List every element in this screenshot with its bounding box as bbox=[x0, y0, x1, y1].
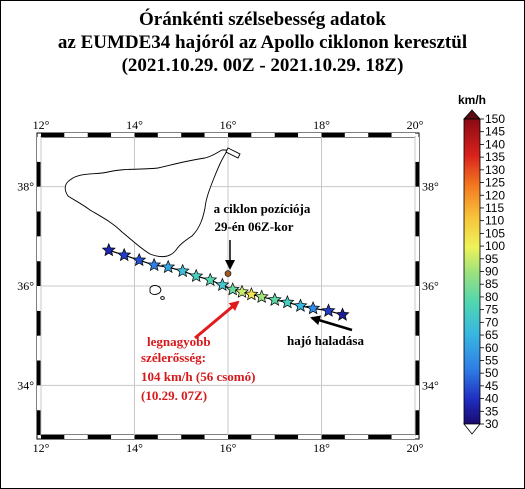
lat-label-left: 34° bbox=[17, 378, 34, 392]
ship-track-star bbox=[132, 252, 147, 267]
ship-track-star bbox=[335, 307, 350, 321]
lon-label-bottom: 12° bbox=[33, 441, 50, 455]
colorbar-tick-label: 70 bbox=[485, 315, 499, 329]
cyclone-label-line-1: a ciklon pozíciója bbox=[214, 201, 311, 216]
ship-track-star bbox=[225, 282, 240, 296]
colorbar-tick-label: 40 bbox=[485, 392, 499, 406]
figure-title: Óránkénti szélsebesség adatok az EUMDE34… bbox=[0, 8, 525, 77]
lon-label-top: 20° bbox=[407, 118, 424, 132]
max-wind-label-line-1: legnagyobb bbox=[147, 334, 211, 349]
colorbar-tick-label: 105 bbox=[485, 226, 505, 240]
lat-label-right: 36° bbox=[422, 279, 439, 293]
ship-track-star bbox=[280, 294, 295, 309]
ship-track-star bbox=[321, 303, 336, 317]
colorbar-tick-label: 60 bbox=[485, 341, 499, 355]
colorbar-tick-label: 125 bbox=[485, 176, 505, 190]
colorbar-tick-label: 145 bbox=[485, 125, 505, 139]
lon-label-bottom: 18° bbox=[313, 441, 330, 455]
colorbar-tick-label: 150 bbox=[485, 112, 505, 126]
ship-direction-arrow bbox=[310, 315, 353, 332]
ship-direction-label: hajó haladása bbox=[287, 333, 364, 348]
colorbar: 1501451401351301251201151101051009590858… bbox=[463, 109, 505, 435]
ship-track-star bbox=[244, 286, 259, 301]
lat-label-left: 36° bbox=[17, 279, 34, 293]
lon-label-top: 12° bbox=[33, 118, 50, 132]
ship-track-star bbox=[254, 289, 269, 303]
lat-label-right: 34° bbox=[422, 378, 439, 392]
max-wind-label-line-2: szélerősség: bbox=[141, 350, 206, 365]
lon-label-bottom: 16° bbox=[220, 441, 237, 455]
colorbar-tick-label: 95 bbox=[485, 252, 499, 266]
lat-label-left: 38° bbox=[17, 180, 34, 194]
ship-track-star bbox=[267, 292, 282, 306]
lon-labels-top: 12° 14° 16° 18° 20° bbox=[33, 118, 424, 132]
lon-label-top: 14° bbox=[126, 118, 143, 132]
ship-track-star bbox=[147, 257, 162, 272]
ship-track-star bbox=[189, 268, 204, 283]
lon-label-bottom: 14° bbox=[126, 441, 143, 455]
lon-label-top: 18° bbox=[313, 118, 330, 132]
colorbar-tick-label: 135 bbox=[485, 150, 505, 164]
colorbar-tick-label: 45 bbox=[485, 379, 499, 393]
colorbar-tick-label: 50 bbox=[485, 366, 499, 380]
colorbar-tick-label: 35 bbox=[485, 404, 499, 418]
ship-track-star bbox=[203, 272, 218, 287]
land-sicily bbox=[64, 147, 241, 300]
ship-track-star bbox=[306, 300, 321, 315]
colorbar-tick-label: 85 bbox=[485, 277, 499, 291]
ship-track-star bbox=[234, 284, 250, 298]
colorbar-tick-label: 30 bbox=[485, 417, 499, 431]
cyclone-position-marker bbox=[224, 270, 232, 277]
max-wind-arrow bbox=[194, 300, 240, 340]
lon-labels-bottom: 12° 14° 16° 18° 20° bbox=[33, 441, 424, 455]
title-line-2: az EUMDE34 hajóról az Apollo ciklonon ke… bbox=[57, 32, 468, 53]
colorbar-unit: km/h bbox=[458, 93, 486, 107]
colorbar-tick-label: 120 bbox=[485, 188, 505, 202]
lon-label-bottom: 20° bbox=[407, 441, 424, 455]
colorbar-tick-label: 140 bbox=[485, 137, 505, 151]
colorbar-tick-label: 100 bbox=[485, 239, 505, 253]
lon-label-top: 16° bbox=[220, 118, 237, 132]
colorbar-tick-label: 75 bbox=[485, 303, 499, 317]
ship-track-star bbox=[293, 298, 308, 312]
ship-track-star bbox=[175, 263, 190, 278]
ship-track-star bbox=[161, 259, 176, 274]
ship-track-markers bbox=[101, 242, 350, 321]
lat-label-right: 38° bbox=[422, 180, 439, 194]
max-wind-label-line-3: 104 km/h (56 csomó) bbox=[141, 369, 255, 384]
ship-track-star bbox=[101, 242, 116, 257]
ship-track-star bbox=[215, 277, 230, 292]
colorbar-tick-label: 115 bbox=[485, 201, 504, 215]
colorbar-tick-label: 130 bbox=[485, 163, 505, 177]
lat-labels-right: 34° 36° 38° bbox=[422, 180, 439, 393]
colorbar-tick-label: 110 bbox=[485, 214, 504, 228]
colorbar-tick-label: 55 bbox=[485, 353, 499, 367]
lat-labels-left: 34° 36° 38° bbox=[17, 180, 34, 393]
ship-track-star bbox=[117, 247, 132, 262]
title-line-3: (2021.10.29. 00Z - 2021.10.29. 18Z) bbox=[121, 55, 404, 76]
colorbar-tick-label: 65 bbox=[485, 328, 499, 342]
colorbar-tick-label: 90 bbox=[485, 265, 499, 279]
colorbar-tick-label: 80 bbox=[485, 290, 499, 304]
max-wind-label-line-4: (10.29. 07Z) bbox=[141, 388, 207, 403]
title-line-1: Óránkénti szélsebesség adatok bbox=[139, 9, 386, 30]
cyclone-label-line-2: 29-én 06Z-kor bbox=[214, 219, 293, 234]
